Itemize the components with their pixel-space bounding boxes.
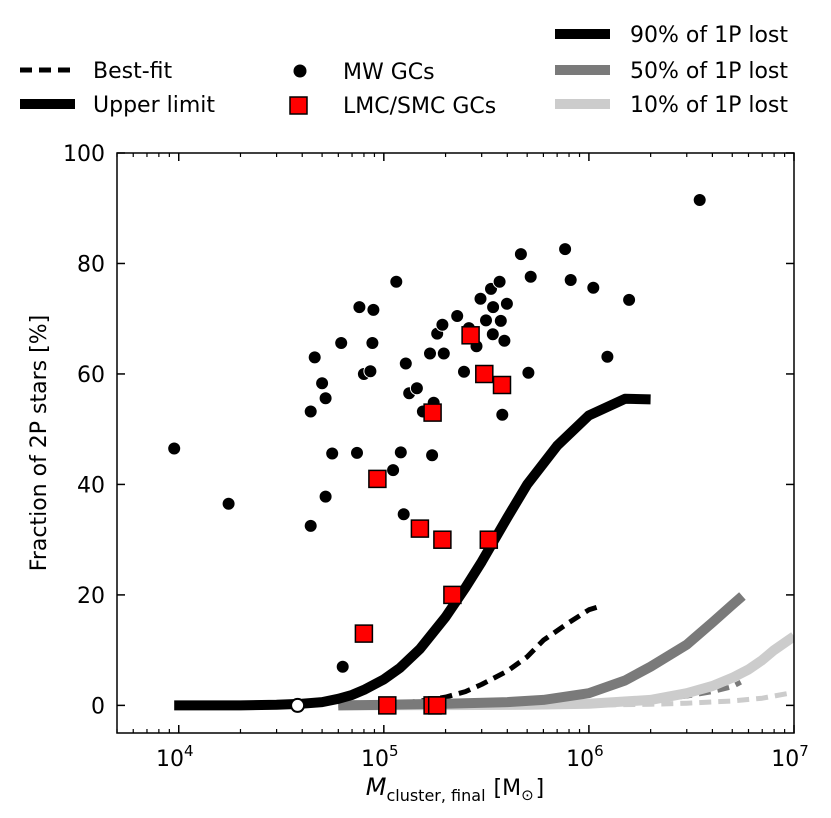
mw-gc-point [493, 313, 508, 328]
mw-gc-point [499, 296, 514, 311]
lmc-smc-gc-point [461, 326, 480, 345]
lmc-smc-gc-point [354, 624, 374, 643]
legend-mw-label: MW GCs [343, 60, 435, 85]
plot-frame [116, 152, 795, 734]
mw-gc-point [485, 327, 500, 342]
legend-lmc-smc-label: LMC/SMC GCs [343, 94, 496, 119]
mw-gc-point [492, 274, 507, 289]
legend-mw-marker [293, 64, 307, 78]
mw-gc-point [523, 269, 538, 284]
x-tick-label: 104 [156, 742, 194, 772]
legend-50-label: 50% of 1P lost [630, 59, 788, 84]
mw-gc-point [393, 445, 408, 460]
mw-gc-point [303, 404, 318, 419]
lmc-smc-gc-point [443, 585, 462, 605]
x-tick-label: 105 [361, 742, 399, 772]
x-axis-label-unit-close: ] [536, 776, 545, 801]
y-tick-label: 40 [77, 473, 105, 498]
mw-gc-point [398, 356, 413, 371]
lmc-smc-gc-point [475, 364, 494, 384]
mw-gc-point [435, 317, 450, 332]
mw-gc-point [334, 336, 349, 350]
mw-gc-point [167, 441, 182, 456]
x-axis-label-sub: cluster, final [386, 786, 485, 805]
mw-gc-point [457, 364, 471, 379]
y-tick-label: 100 [63, 142, 105, 167]
lmc-smc-gc-point [410, 519, 430, 538]
mw-gc-point [558, 242, 573, 257]
mw-gc-point [513, 247, 528, 262]
model-curves [174, 393, 794, 711]
mw-gc-point [495, 407, 510, 422]
mw-gc-point [221, 496, 236, 511]
mw-gc-point [325, 446, 340, 461]
x-axis-label-unit-open: [M [494, 776, 522, 801]
lmc-smc-gc-point [492, 375, 512, 395]
mw-gc-point [423, 346, 437, 361]
mw-gc-point [290, 697, 306, 713]
lmc-smc-gc-point [479, 530, 499, 549]
x-tick-label: 106 [566, 742, 604, 772]
mw-gc-point [335, 659, 350, 674]
curve-901-upper-limit [174, 393, 651, 711]
mw-gc-point [497, 333, 512, 348]
y-tick-label: 60 [77, 363, 105, 388]
mw-gc-point [450, 309, 465, 323]
mw-gc-point [396, 507, 411, 522]
lmc-smc-gc-point [378, 696, 397, 715]
axis-ticks: 0 20 40 60 80 100 104 105 106 107 [63, 142, 809, 772]
mw-gc-point [365, 336, 380, 350]
legend-10-label: 10% of 1P lost [630, 93, 788, 118]
mw-gc-point [318, 489, 333, 504]
mw-gc-point [600, 349, 615, 364]
lmc-smc-gc-point [423, 403, 442, 422]
mw-gc-point [563, 273, 578, 287]
lmc-smc-gc-point [433, 530, 452, 549]
mw-gc-point [386, 463, 401, 478]
lmc-smc-gc-point [427, 696, 447, 715]
data-points [167, 193, 707, 715]
mw-gc-point [622, 292, 637, 307]
mw-gc-point [363, 364, 378, 379]
y-tick-label: 20 [77, 584, 105, 609]
mw-gc-point [318, 391, 333, 406]
mw-gc-point [521, 365, 536, 380]
x-tick-label: 107 [771, 742, 809, 772]
mw-gc-point [303, 518, 318, 533]
mw-gc-point [473, 291, 488, 306]
y-tick-label: 80 [77, 252, 105, 277]
mw-gc-point [389, 274, 404, 289]
mw-gc-point [486, 300, 501, 315]
mw-gc-point [436, 346, 451, 361]
mw-gc-point [409, 381, 424, 396]
legend-best-fit-label: Best-fit [93, 59, 173, 84]
x-axis-label-unit-sym: ⊙ [521, 786, 534, 804]
mw-gc-point [692, 193, 707, 207]
mw-gc-point [350, 445, 364, 460]
mw-gc-point [352, 300, 367, 315]
legend: Best-fit Upper limit MW GCs LMC/SMC GCs … [20, 23, 788, 119]
legend-90-label: 90% of 1P lost [630, 23, 788, 48]
mw-gc-point [479, 313, 493, 328]
y-axis-label: Fraction of 2P stars [%] [27, 315, 52, 571]
x-axis-label: Mcluster, final [M⊙] [366, 773, 545, 805]
legend-upper-limit-label: Upper limit [93, 93, 215, 118]
lmc-smc-gc-point [368, 469, 387, 489]
mw-gc-point [425, 448, 440, 463]
y-tick-label: 0 [91, 694, 105, 719]
mw-gc-point [315, 376, 330, 391]
x-axis-label-main: M [366, 773, 387, 801]
mw-gc-point [586, 280, 601, 295]
curve-501-upper-limit [338, 592, 746, 711]
mw-gc-point [366, 302, 381, 317]
mw-gc-point [307, 350, 322, 365]
legend-lmc-smc-marker [289, 96, 308, 115]
